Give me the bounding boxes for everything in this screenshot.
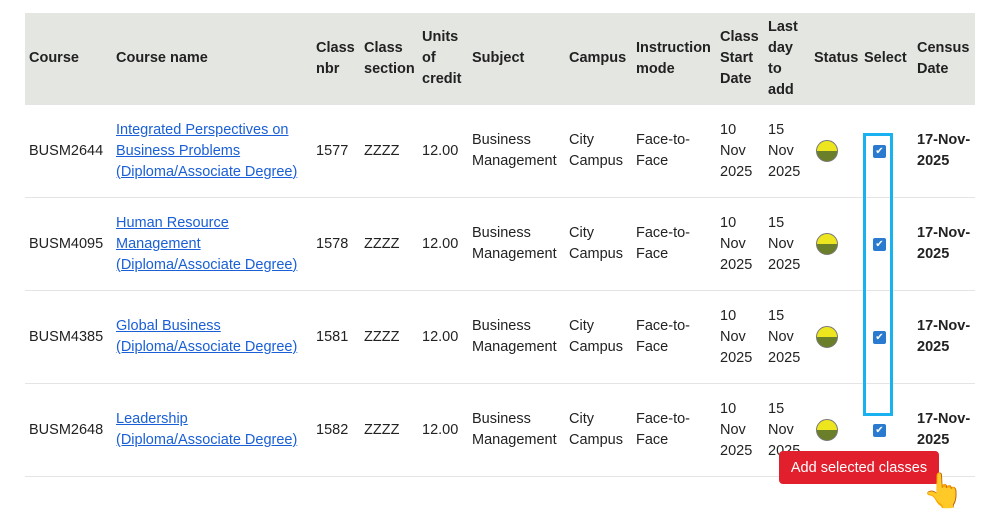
column-header: Course bbox=[25, 13, 112, 105]
course-name-cell: Leadership (Diploma/Associate Degree) bbox=[112, 383, 312, 477]
status-cell bbox=[810, 104, 860, 198]
class-nbr: 1577 bbox=[312, 104, 360, 198]
course-name-link[interactable]: Global Business (Diploma/Associate Degre… bbox=[116, 318, 298, 355]
course-code: BUSM2644 bbox=[25, 104, 112, 198]
course-code: BUSM4385 bbox=[25, 290, 112, 384]
column-header: Census Date bbox=[913, 13, 975, 105]
column-header: Class section bbox=[360, 13, 418, 105]
select-cell: ✔ bbox=[860, 197, 913, 291]
add-selected-classes-button[interactable]: Add selected classes bbox=[779, 451, 939, 484]
status-half-circle-icon bbox=[816, 419, 838, 441]
status-cell bbox=[810, 197, 860, 291]
subject: Business Management bbox=[468, 197, 565, 291]
table-row: BUSM4095 Human Resource Management (Diplo… bbox=[25, 197, 975, 291]
campus: City Campus bbox=[565, 383, 632, 477]
course-code: BUSM2648 bbox=[25, 383, 112, 477]
start-date: 10 Nov 2025 bbox=[716, 104, 764, 198]
select-cell: ✔ bbox=[860, 290, 913, 384]
class-section: ZZZZ bbox=[360, 104, 418, 198]
column-header: Status bbox=[810, 13, 860, 105]
campus: City Campus bbox=[565, 290, 632, 384]
column-header: Select bbox=[860, 13, 913, 105]
table-row: BUSM2644 Integrated Perspectives on Busin… bbox=[25, 104, 975, 198]
column-header: Instruction mode bbox=[632, 13, 716, 105]
hand-pointer-icon: 👆 bbox=[922, 472, 965, 510]
subject: Business Management bbox=[468, 290, 565, 384]
status-half-circle-icon bbox=[816, 140, 838, 162]
campus: City Campus bbox=[565, 197, 632, 291]
table-row: BUSM4385 Global Business (Diploma/Associa… bbox=[25, 290, 975, 384]
column-header: Course name bbox=[112, 13, 312, 105]
select-checkbox[interactable]: ✔ bbox=[873, 237, 886, 251]
census-date: 17-Nov-2025 bbox=[913, 104, 975, 198]
start-date: 10 Nov 2025 bbox=[716, 290, 764, 384]
class-nbr: 1582 bbox=[312, 383, 360, 477]
instruction-mode: Face-to-Face bbox=[632, 104, 716, 198]
census-date: 17-Nov-2025 bbox=[913, 290, 975, 384]
column-header: Subject bbox=[468, 13, 565, 105]
course-name-cell: Global Business (Diploma/Associate Degre… bbox=[112, 290, 312, 384]
units: 12.00 bbox=[418, 290, 468, 384]
select-checkbox[interactable]: ✔ bbox=[873, 144, 886, 158]
course-name-cell: Integrated Perspectives on Business Prob… bbox=[112, 104, 312, 198]
select-cell: ✔ bbox=[860, 104, 913, 198]
column-header: Campus bbox=[565, 13, 632, 105]
instruction-mode: Face-to-Face bbox=[632, 290, 716, 384]
column-header: Class nbr bbox=[312, 13, 360, 105]
class-section: ZZZZ bbox=[360, 383, 418, 477]
last-day: 15 Nov 2025 bbox=[764, 197, 810, 291]
start-date: 10 Nov 2025 bbox=[716, 197, 764, 291]
start-date: 10 Nov 2025 bbox=[716, 383, 764, 477]
last-day: 15 Nov 2025 bbox=[764, 290, 810, 384]
instruction-mode: Face-to-Face bbox=[632, 197, 716, 291]
census-date: 17-Nov-2025 bbox=[913, 197, 975, 291]
select-column-highlight bbox=[863, 133, 893, 416]
status-cell bbox=[810, 290, 860, 384]
course-code: BUSM4095 bbox=[25, 197, 112, 291]
column-header: Class Start Date bbox=[716, 13, 764, 105]
course-name-link[interactable]: Leadership (Diploma/Associate Degree) bbox=[116, 411, 298, 448]
instruction-mode: Face-to-Face bbox=[632, 383, 716, 477]
last-day: 15 Nov 2025 bbox=[764, 104, 810, 198]
select-checkbox[interactable]: ✔ bbox=[873, 330, 886, 344]
class-section: ZZZZ bbox=[360, 290, 418, 384]
units: 12.00 bbox=[418, 383, 468, 477]
column-header: Last day to add bbox=[764, 13, 810, 105]
status-half-circle-icon bbox=[816, 326, 838, 348]
column-header: Units of credit bbox=[418, 13, 468, 105]
classes-table: Course Course name Class nbr Class section U… bbox=[25, 13, 975, 477]
units: 12.00 bbox=[418, 104, 468, 198]
campus: City Campus bbox=[565, 104, 632, 198]
class-nbr: 1581 bbox=[312, 290, 360, 384]
class-nbr: 1578 bbox=[312, 197, 360, 291]
course-name-cell: Human Resource Management (Diploma/Assoc… bbox=[112, 197, 312, 291]
course-name-link[interactable]: Integrated Perspectives on Business Prob… bbox=[116, 121, 298, 180]
status-half-circle-icon bbox=[816, 233, 838, 255]
subject: Business Management bbox=[468, 383, 565, 477]
units: 12.00 bbox=[418, 197, 468, 291]
select-checkbox[interactable]: ✔ bbox=[873, 423, 886, 437]
class-section: ZZZZ bbox=[360, 197, 418, 291]
subject: Business Management bbox=[468, 104, 565, 198]
course-name-link[interactable]: Human Resource Management (Diploma/Assoc… bbox=[116, 214, 298, 273]
